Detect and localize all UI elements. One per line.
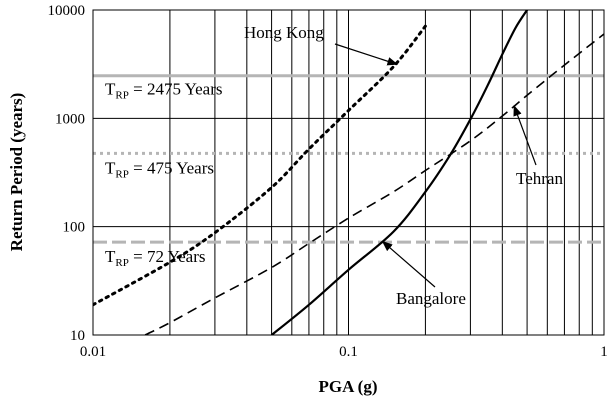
grid — [93, 10, 604, 335]
annotation-tehran: Tehran — [516, 169, 563, 188]
annotation-arrow — [381, 240, 436, 288]
annotation-bangalore: Bangalore — [396, 289, 466, 308]
x-tick-label: 0.1 — [339, 344, 358, 360]
tick-labels: 0.01 0.1 1 10 100 1000 10000 — [48, 3, 608, 360]
x-axis-title: PGA (g) — [318, 377, 377, 396]
annotation-hong-kong: Hong Kong — [244, 23, 324, 42]
y-tick-label: 10000 — [48, 3, 86, 19]
y-axis-title: Return Period (years) — [7, 93, 26, 252]
annotations: Hong Kong Tehran Bangalore — [244, 23, 563, 308]
x-tick-label: 1 — [600, 344, 608, 360]
series-hong-kong — [93, 24, 427, 307]
y-tick-label: 10 — [70, 328, 85, 344]
annotation-arrow — [334, 43, 399, 66]
series-tehran — [144, 33, 604, 335]
annotation-arrow — [513, 104, 537, 166]
plot-frame — [92, 9, 605, 336]
reference-line-label: TRP = 475 Years — [105, 158, 214, 180]
y-tick-label: 1000 — [55, 111, 85, 127]
y-tick-label: 100 — [63, 220, 86, 236]
reference-line-label: TRP = 2475 Years — [105, 80, 223, 102]
series-bangalore — [270, 10, 529, 335]
series-lines — [93, 10, 604, 335]
x-tick-label: 0.01 — [80, 344, 106, 360]
